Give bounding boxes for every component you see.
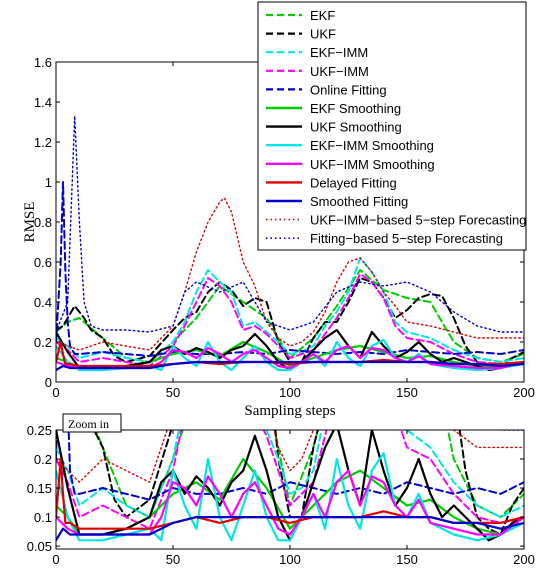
legend-label-6: UKF Smoothing	[310, 120, 402, 135]
main-y-tick-label: 0.6	[34, 255, 52, 270]
zoom-ticks: 0 50 100 150 200 0.05 0.1 0.15 0.2 0.25	[27, 423, 535, 567]
legend-label-12: Fitting−based 5−step Forecasting	[310, 231, 503, 246]
main-y-tick-label: 1.2	[34, 135, 52, 150]
zoom-chart: 0 50 100 150 200 0.05 0.1 0.15 0.2 0.25 Zoom in	[27, 413, 535, 567]
y-axis-label: RMSE	[22, 202, 38, 243]
main-series-line-12	[56, 115, 524, 333]
main-y-tick-label: 1.6	[34, 55, 52, 70]
zoom-y-tick-label: 0.1	[34, 510, 52, 525]
main-series-line-6	[56, 328, 524, 372]
main-y-tick-label: 0.4	[34, 295, 52, 310]
zoom-y-tick-label: 0.15	[27, 481, 52, 496]
legend-label-0: EKF	[310, 8, 335, 23]
legend-box	[257, 1, 527, 251]
x-axis-label: Sampling steps	[244, 403, 335, 419]
main-series-group	[56, 115, 524, 372]
zoom-series-line-6	[56, 430, 524, 542]
legend-label-2: EKF−IMM	[310, 45, 368, 60]
main-series-line-11	[56, 197, 524, 351]
zoom-series-group	[56, 430, 524, 542]
legend-label-11: UKF−IMM−based 5−step Forecasting	[310, 213, 526, 228]
main-x-tick-label: 50	[166, 385, 180, 400]
main-y-tick-label: 0	[45, 375, 52, 390]
main-series-line-2	[56, 257, 524, 363]
main-x-tick-label: 0	[52, 385, 59, 400]
zoom-annotation: Zoom in	[68, 417, 109, 431]
main-x-tick-label: 200	[513, 385, 535, 400]
legend-label-1: UKF	[310, 27, 336, 42]
legend-label-4: Online Fitting	[310, 82, 387, 97]
zoom-series-line-8	[56, 469, 524, 536]
zoom-series-line-3	[56, 430, 524, 530]
zoom-series-line-7	[56, 452, 524, 542]
zoom-x-tick-label: 150	[396, 552, 418, 567]
zoom-y-tick-label: 0.05	[27, 539, 52, 554]
main-y-tick-label: 0.2	[34, 335, 52, 350]
main-x-tick-label: 100	[279, 385, 301, 400]
legend-label-5: EKF Smoothing	[310, 101, 401, 116]
main-y-tick-label: 1.4	[34, 95, 52, 110]
main-series-line-10	[56, 360, 524, 372]
zoom-x-tick-label: 50	[166, 552, 180, 567]
main-y-tick-label: 1	[45, 175, 52, 190]
zoom-series-line-11	[56, 430, 524, 483]
main-y-tick-label: 0.8	[34, 215, 52, 230]
zoom-x-tick-label: 200	[513, 552, 535, 567]
legend-label-9: Delayed Fitting	[310, 175, 397, 190]
zoom-x-tick-label: 0	[52, 552, 59, 567]
legend-label-8: UKF−IMM Smoothing	[310, 157, 435, 172]
zoom-y-tick-label: 0.2	[34, 452, 52, 467]
zoom-series-line-10	[56, 515, 524, 542]
zoom-plot-area	[56, 430, 524, 549]
zoom-y-tick-label: 0.25	[27, 423, 52, 438]
zoom-x-tick-label: 100	[279, 552, 301, 567]
zoom-annotation-box	[62, 413, 122, 433]
legend-label-7: EKF−IMM Smoothing	[310, 138, 434, 153]
main-x-tick-label: 150	[396, 385, 418, 400]
legend-label-3: UKF−IMM	[310, 64, 369, 79]
legend: EKF UKF EKF−IMM UKF−IMM Online Fitting EKF Sm…	[257, 1, 527, 251]
main-series-line-0	[56, 269, 524, 363]
legend-label-10: Smoothed Fitting	[310, 194, 408, 209]
